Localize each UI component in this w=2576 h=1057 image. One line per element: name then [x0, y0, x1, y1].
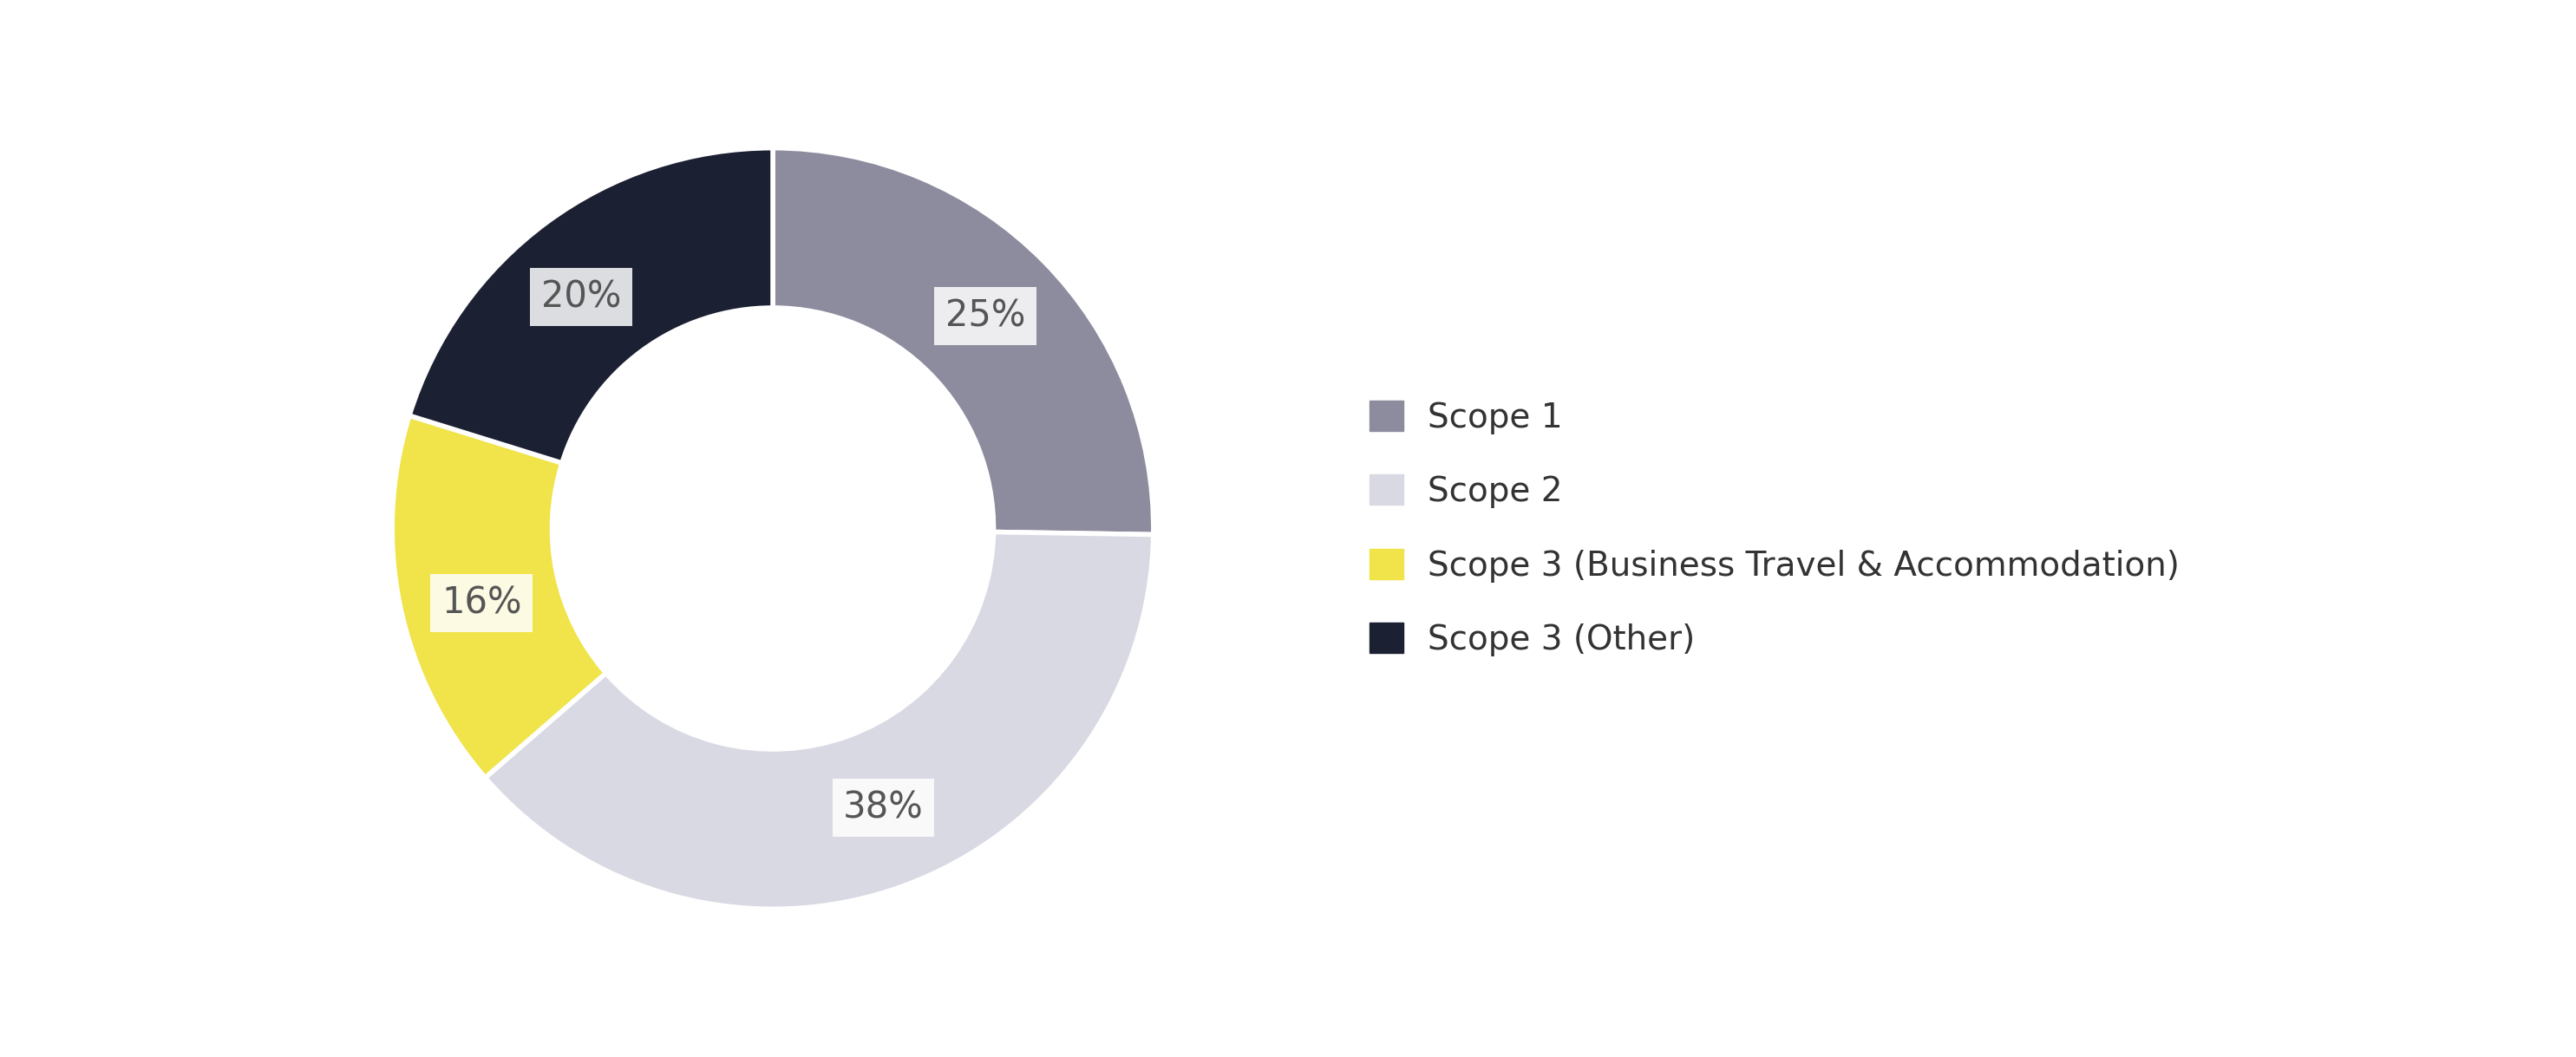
Wedge shape	[392, 415, 605, 778]
Text: 16%: 16%	[440, 586, 523, 622]
Wedge shape	[484, 532, 1154, 909]
Legend: Scope 1, Scope 2, Scope 3 (Business Travel & Accommodation), Scope 3 (Other): Scope 1, Scope 2, Scope 3 (Business Trav…	[1358, 387, 2192, 670]
Text: 38%: 38%	[842, 790, 925, 827]
Text: 25%: 25%	[945, 298, 1025, 334]
Text: 20%: 20%	[541, 279, 621, 315]
Wedge shape	[410, 148, 773, 463]
Wedge shape	[773, 148, 1154, 535]
